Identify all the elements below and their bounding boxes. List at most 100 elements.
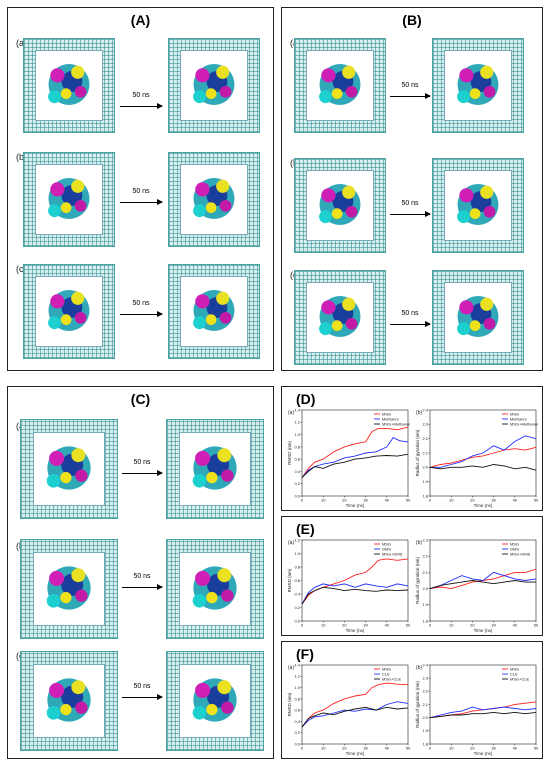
x-tick-label: 50 [406, 746, 411, 751]
y-tick-label: 1.9 [422, 728, 428, 733]
chart-d-b: (b) 0 10 20 30 40 50 1.8 1.9 2.0 2.1 2.2 2.3 2.4 Time … [414, 405, 540, 508]
protein-structure [38, 555, 100, 621]
chart-f-b: (b) 0 10 20 30 40 50 1.8 1.9 2.0 2.1 2.2 2.3 2.4 Time … [414, 660, 540, 756]
series-line-2 [429, 571, 537, 590]
x-tick-label: 0 [429, 746, 432, 751]
legend-label: DMS [382, 546, 391, 551]
y-tick-label: 1.9 [422, 479, 428, 484]
x-tick-label: 40 [385, 746, 390, 751]
series-line-2 [301, 583, 409, 605]
x-axis-label: Time (ns) [474, 503, 493, 508]
chart-d-a: (a) 0 10 20 30 40 50 0.0 0.2 0.4 0.6 0.8 1.0 1.2 1.4 Ti… [286, 405, 412, 508]
series-line-1 [301, 558, 409, 605]
x-tick-label: 30 [491, 746, 496, 751]
panel-e: (E) (a) 0 10 20 30 40 50 0.0 0.2 0.4 0.6 0.8 1.0 1.2 T… [281, 516, 543, 636]
water-box-a-a-final [168, 38, 260, 133]
arrow [390, 211, 431, 217]
x-tick-label: 10 [321, 498, 326, 503]
series-line-3 [301, 586, 409, 605]
y-tick-label: 2.1 [422, 570, 428, 575]
protein-structure [184, 435, 246, 501]
y-tick-label: 1.0 [294, 551, 300, 556]
y-tick-label: 2.3 [422, 422, 428, 427]
legend-label: MSG+CLE [510, 676, 530, 681]
protein-structure [449, 173, 507, 236]
arrow [122, 584, 163, 590]
panel-b: (B) (a) 50 ns (b) 50 ns (c) 50 ns [281, 7, 543, 371]
x-tick-label: 30 [491, 623, 496, 628]
y-tick-label: 0.2 [294, 481, 300, 486]
y-tick-label: 1.2 [294, 420, 300, 425]
x-tick-label: 30 [363, 623, 368, 628]
x-tick-label: 0 [429, 623, 432, 628]
panel-a-title: (A) [130, 12, 151, 28]
water-box-c-b-initial [20, 539, 118, 639]
x-tick-label: 0 [301, 498, 304, 503]
y-axis-label: RMSD (nm) [287, 692, 292, 716]
arrow [122, 470, 163, 476]
panel-a-row-b-label: (b) [16, 152, 27, 162]
panel-e-title: (E) [296, 521, 315, 537]
x-tick-label: 10 [449, 498, 454, 503]
arrow [120, 199, 163, 205]
protein-structure [449, 285, 507, 348]
x-tick-label: 20 [470, 746, 475, 751]
x-tick-label: 40 [513, 623, 518, 628]
y-tick-label: 1.0 [294, 432, 300, 437]
panel-a: (A) (a) 50 ns (b) 50 ns (c) 50 ns [7, 7, 274, 371]
series-line-3 [429, 580, 536, 590]
panel-b-title: (B) [402, 12, 422, 28]
water-box-b-b-initial [294, 158, 386, 253]
y-tick-label: 1.2 [294, 674, 300, 679]
series-line-2 [429, 706, 537, 719]
panel-a-row-c-label: (c) [16, 264, 27, 274]
protein-structure [40, 53, 98, 116]
y-tick-label: 2.0 [422, 465, 428, 470]
plot-frame [429, 539, 537, 622]
subplot-label: (a) [288, 410, 294, 416]
x-tick-label: 20 [470, 498, 475, 503]
x-tick-label: 40 [513, 498, 518, 503]
y-axis-label: Radius of gyration (nm) [415, 681, 420, 728]
y-tick-label: 0.8 [294, 564, 300, 569]
x-axis-label: Time (ns) [474, 751, 493, 756]
legend-label: MSG [382, 666, 391, 671]
chart-e-a: (a) 0 10 20 30 40 50 0.0 0.2 0.4 0.6 0.8 1.0 1.2 Time … [286, 535, 412, 633]
legend-label: CLE [510, 671, 518, 676]
y-tick-label: 2.4 [422, 407, 428, 412]
x-axis-label: Time (ns) [346, 503, 365, 508]
water-box-c-b-final [166, 539, 264, 639]
x-axis-label: Time (ns) [474, 628, 493, 633]
x-tick-label: 30 [491, 498, 496, 503]
y-axis-label: RMSD (nm) [287, 441, 292, 465]
protein-structure [184, 555, 246, 621]
x-tick-label: 20 [342, 746, 347, 751]
protein-structure [38, 667, 100, 733]
y-tick-label: 1.4 [294, 662, 300, 667]
water-box-a-c-final [168, 264, 260, 359]
panel-c: (C) (a) 50 ns (b) 50 ns (c) 50 ns [7, 386, 274, 759]
x-tick-label: 40 [513, 746, 518, 751]
x-axis-label: Time (ns) [346, 751, 365, 756]
y-tick-label: 0.0 [294, 741, 300, 746]
arrow-label: 50 ns [401, 200, 419, 207]
x-tick-label: 20 [342, 623, 347, 628]
protein-structure [184, 667, 246, 733]
y-tick-label: 0.8 [294, 444, 300, 449]
y-tick-label: 2.4 [422, 662, 428, 667]
series-line-2 [301, 701, 409, 728]
y-tick-label: 0.4 [294, 591, 300, 596]
y-tick-label: 0.2 [294, 605, 300, 610]
plot-frame [301, 409, 409, 497]
legend-label: MSG [382, 411, 391, 416]
chart-e-b: (b) 0 10 20 30 40 50 1.8 1.9 2.0 2.1 2.2 2.3 Time (ns… [414, 535, 540, 633]
y-tick-label: 0.4 [294, 469, 300, 474]
arrow [390, 321, 431, 327]
arrow [120, 103, 163, 109]
y-tick-label: 0.6 [294, 578, 300, 583]
panel-d: (D) (a) 0 10 20 30 40 50 0.0 0.2 0.4 0.6 0.8 1.0 1.2 1… [281, 386, 543, 511]
legend-label: MSG+DMS [382, 551, 403, 556]
x-tick-label: 40 [385, 623, 390, 628]
chart-svg: (a) 0 10 20 30 40 50 0.0 0.2 0.4 0.6 0.8 1.0 1.2 Time … [287, 537, 411, 633]
x-tick-label: 0 [301, 623, 304, 628]
